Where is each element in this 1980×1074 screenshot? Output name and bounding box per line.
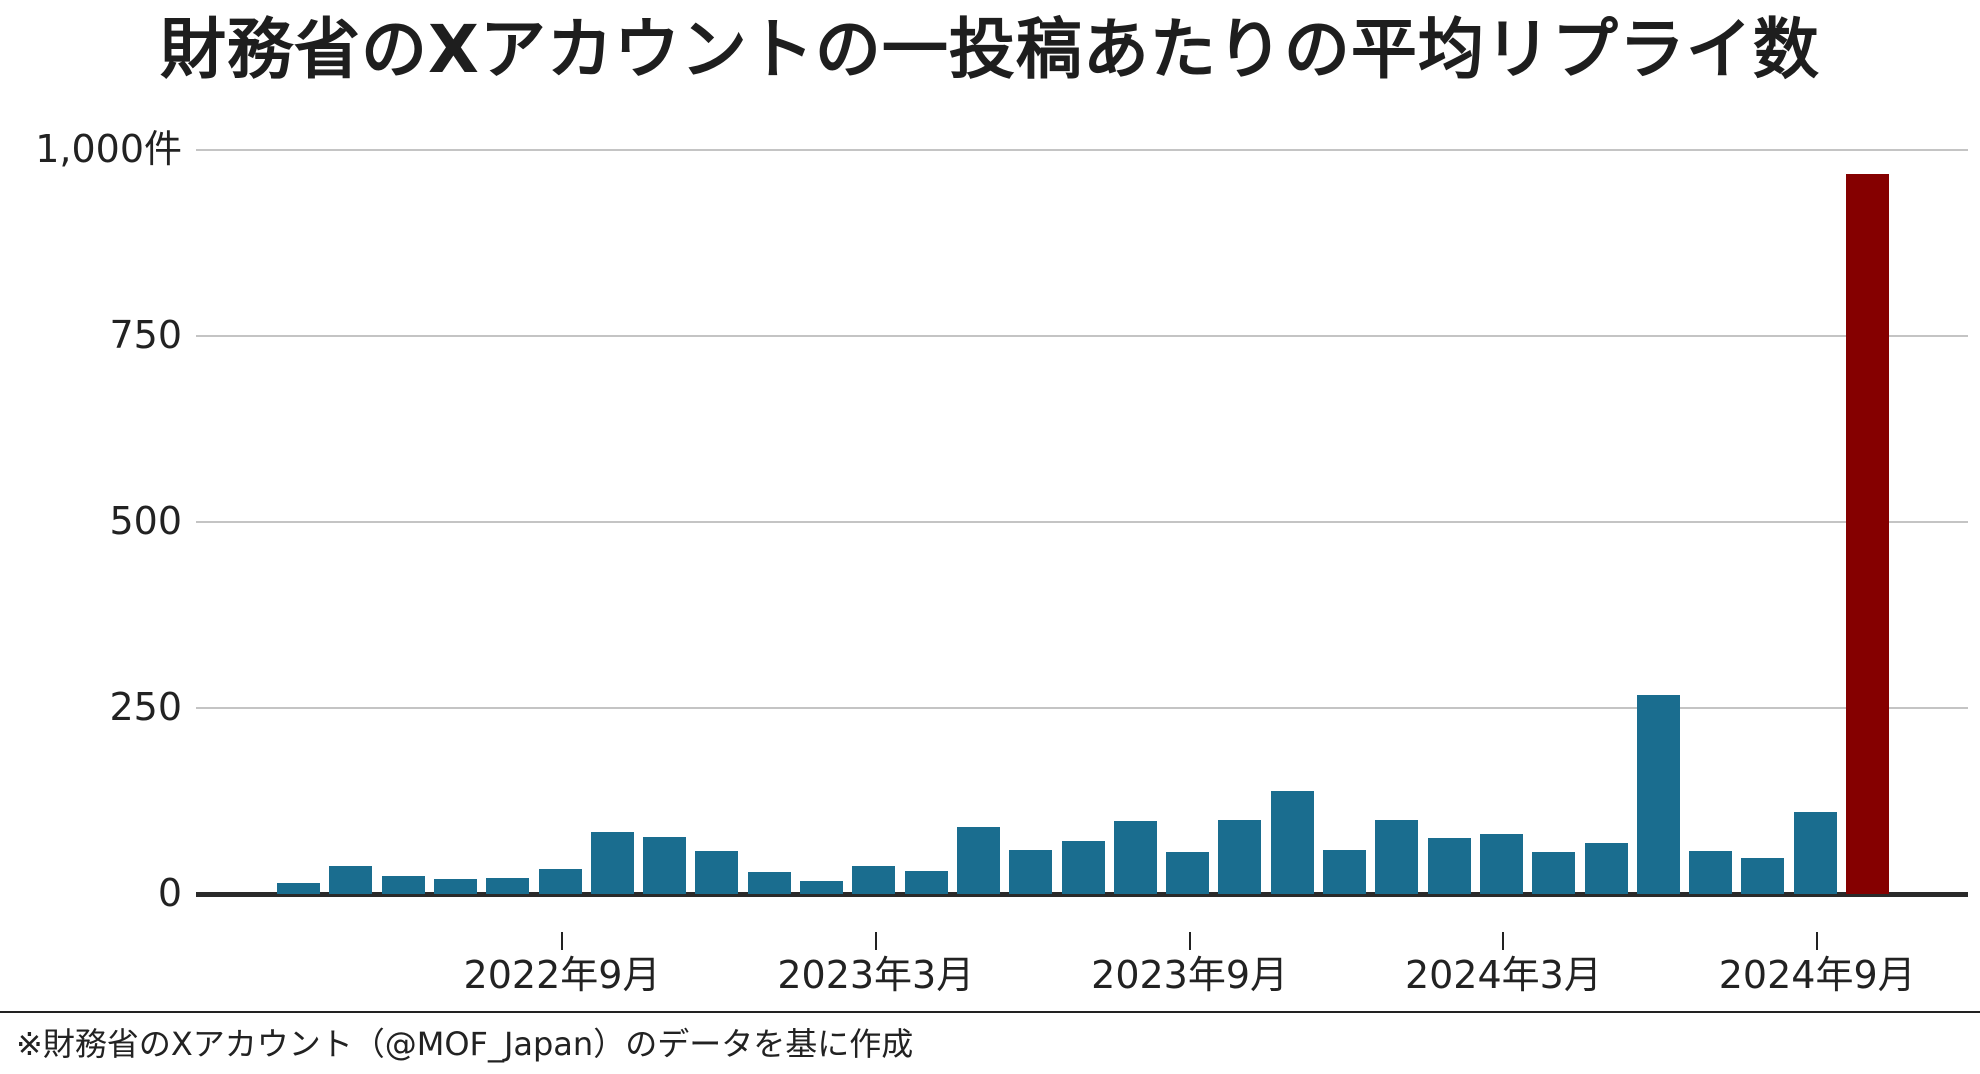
- bar: [1427, 838, 1471, 894]
- y-tick-label: 750: [109, 313, 182, 357]
- bar: [747, 872, 791, 894]
- x-axis-baseline: [196, 892, 1968, 897]
- bar: [1375, 819, 1419, 894]
- source-note: ※財務省のXアカウント（@MOF_Japan）のデータを基に作成: [16, 1025, 914, 1063]
- highlight-bar: [1846, 173, 1889, 894]
- bar: [1009, 850, 1053, 894]
- x-tick-label: 2023年9月: [1091, 953, 1289, 997]
- bar: [1584, 843, 1628, 894]
- bar: [538, 868, 582, 894]
- bar: [643, 837, 687, 894]
- bar: [1113, 821, 1157, 894]
- x-tick-mark: [1816, 932, 1819, 950]
- gridline-500: [196, 521, 1968, 523]
- bar: [956, 827, 1000, 894]
- footer-divider: [0, 1011, 1980, 1013]
- bar: [1741, 858, 1785, 894]
- bar: [381, 876, 425, 894]
- bar: [277, 882, 320, 894]
- bar: [1270, 791, 1314, 894]
- bar: [1689, 850, 1733, 894]
- bar: [1061, 841, 1105, 894]
- bar: [904, 870, 948, 894]
- bar: [486, 877, 530, 894]
- bar: [1636, 694, 1680, 894]
- x-tick-mark: [1188, 932, 1191, 950]
- chart-title: 財務省のXアカウントの一投稿あたりの平均リプライ数: [160, 11, 1820, 88]
- bar: [852, 866, 896, 894]
- bar: [1532, 852, 1576, 894]
- y-tick-label: 1,000件: [35, 127, 182, 171]
- bar: [1479, 833, 1523, 894]
- bar: [1323, 850, 1366, 894]
- x-tick-label: 2024年9月: [1718, 953, 1916, 997]
- x-tick-label: 2024年3月: [1404, 953, 1602, 997]
- y-tick-label: 500: [109, 499, 182, 543]
- x-tick-label: 2023年3月: [777, 953, 975, 997]
- x-tick-mark: [561, 932, 563, 950]
- x-tick-mark: [1502, 932, 1505, 950]
- y-tick-label: 0: [157, 871, 182, 915]
- bar: [1793, 812, 1837, 894]
- bar: [329, 866, 373, 894]
- bar: [695, 850, 739, 894]
- bar: [800, 881, 843, 894]
- bar: [1166, 852, 1210, 894]
- gridline-250: [196, 707, 1968, 709]
- bar: [1218, 819, 1262, 894]
- bar: [590, 832, 634, 894]
- y-tick-label: 250: [109, 685, 182, 729]
- gridline-750: [196, 335, 1968, 337]
- bar: [433, 879, 477, 894]
- x-tick-label: 2022年9月: [463, 953, 661, 997]
- gridline-1000: [196, 149, 1968, 151]
- x-tick-mark: [874, 932, 877, 950]
